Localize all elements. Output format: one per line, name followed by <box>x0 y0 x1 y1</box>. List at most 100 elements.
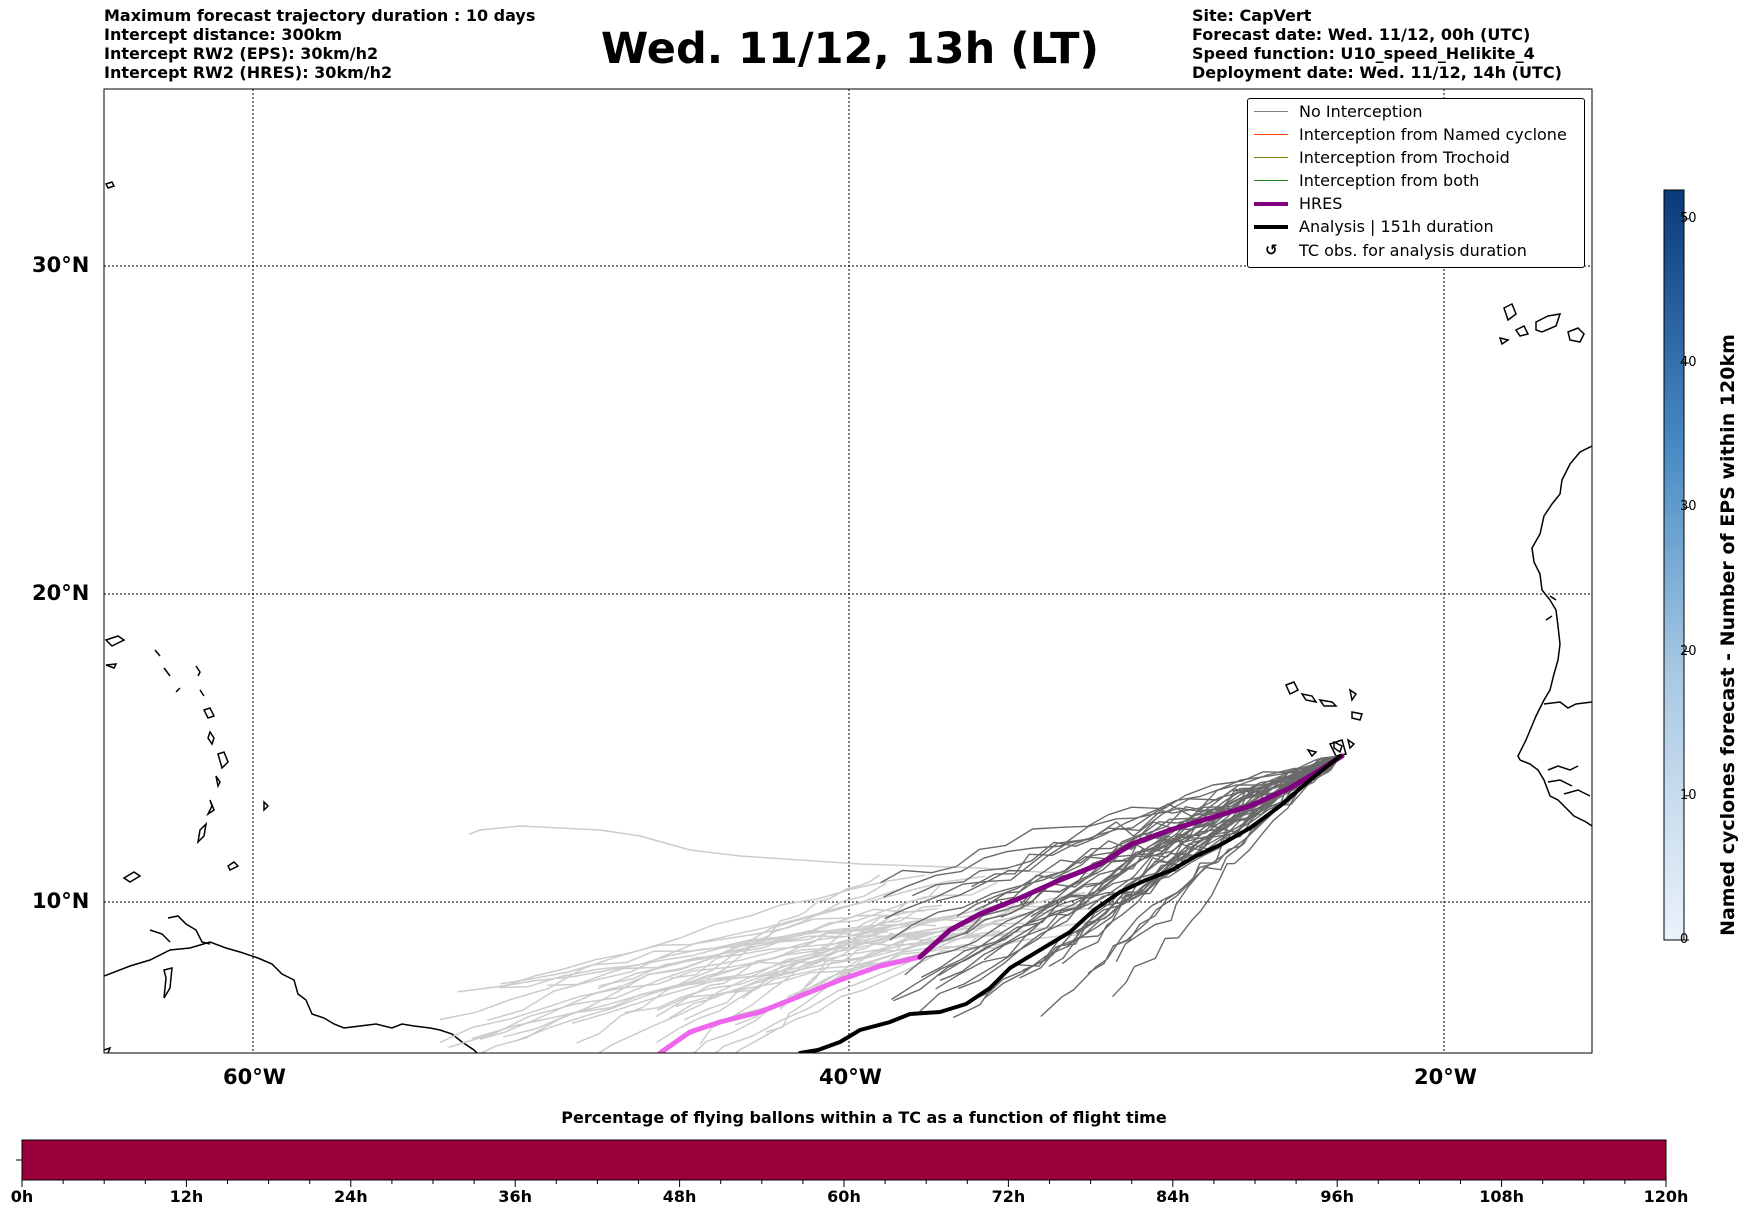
eps-trajectory-late <box>457 934 1013 993</box>
legend-label: Interception from both <box>1299 171 1480 190</box>
legend-item-no-interception: No Interception <box>1248 101 1584 123</box>
eps-trajectory <box>889 755 1341 941</box>
legend-item-tc-obs: ↺ TC obs. for analysis duration <box>1248 240 1584 262</box>
legend-label: No Interception <box>1299 102 1423 121</box>
coast-island <box>206 799 215 817</box>
coastlines <box>104 181 1592 1053</box>
eps-trajectory <box>884 755 1341 919</box>
colorbar-label: Named cyclones forecast - Number of EPS … <box>1717 334 1739 936</box>
tc-obs-icon: ↺ <box>1265 241 1278 259</box>
legend-swatch <box>1254 225 1288 229</box>
figure-title: Wed. 11/12, 13h (LT) <box>600 24 1100 74</box>
info-line: Speed function: U10_speed_Helikite_4 <box>1192 44 1535 63</box>
eps-trajectory <box>953 755 1341 1018</box>
eps-trajectory-late <box>707 874 881 980</box>
eps-trajectory <box>891 755 1341 1000</box>
lon-label-20w: 20°W <box>1414 1065 1477 1089</box>
legend-item-hres: HRES <box>1248 193 1584 215</box>
colorbar-tick-label: 0 <box>1680 932 1689 947</box>
eps-trajectory-late <box>779 931 889 1010</box>
coast-guinea <box>1547 765 1591 797</box>
coast-island <box>263 800 270 812</box>
time-bar-fill <box>21 1139 1667 1181</box>
time-bar-ticks <box>21 1180 1667 1187</box>
info-line: Forecast date: Wed. 11/12, 00h (UTC) <box>1192 25 1531 44</box>
eps-trajectory-late <box>547 914 960 986</box>
lat-label-30n: 30°N <box>32 253 90 277</box>
time-bar-tick-label: 60h <box>827 1187 861 1206</box>
colorbar-tick-label: 30 <box>1680 499 1697 515</box>
colorbar-tick-label: 40 <box>1680 355 1697 371</box>
eps-trajectory <box>883 755 1341 898</box>
forecast-parameters: Maximum forecast trajectory duration : 1… <box>104 6 535 82</box>
lon-label-40w: 40°W <box>819 1065 882 1089</box>
eps-trajectory-late <box>479 888 900 1053</box>
hres-track-early <box>657 954 923 1053</box>
eps-trajectory-late <box>487 875 986 1021</box>
time-bar-tick-label: 72h <box>991 1187 1026 1206</box>
coast-cape-verde <box>1351 711 1363 721</box>
coast-senegal <box>1543 701 1592 709</box>
eps-trajectory <box>917 755 1341 1014</box>
colorbar-gradient <box>1663 189 1685 941</box>
map-frame <box>103 88 1593 1054</box>
legend-item-analysis: Analysis | 151h duration <box>1248 216 1584 238</box>
info-line: Maximum forecast trajectory duration : 1… <box>104 6 536 25</box>
coast-island <box>196 821 208 845</box>
eps-trajectory <box>983 755 1341 960</box>
info-line: Intercept distance: 300km <box>104 25 343 44</box>
legend-item-named-cyclone: Interception from Named cyclone <box>1248 124 1584 146</box>
lat-label-20n: 20°N <box>32 581 90 605</box>
eps-trajectory-late <box>469 825 1101 875</box>
colorbar-tick-label: 50 <box>1680 210 1697 226</box>
eps-trajectory-late <box>699 884 941 1045</box>
gridlines <box>104 89 1592 1053</box>
eps-trajectory-late <box>675 940 1022 1007</box>
info-line: Deployment date: Wed. 11/12, 14h (UTC) <box>1192 63 1562 82</box>
coast-venezuela <box>149 915 211 945</box>
eps-trajectory <box>880 755 1341 884</box>
legend-swatch <box>1254 180 1288 181</box>
coast-island <box>105 663 118 669</box>
info-line: Intercept RW2 (EPS): 30km/h2 <box>104 44 379 63</box>
time-bar-tick-label: 84h <box>1155 1187 1190 1206</box>
time-bar <box>16 1139 1667 1187</box>
info-line: Site: CapVert <box>1192 6 1312 25</box>
coast-cape-verde <box>1300 692 1318 704</box>
time-bar-tick-label: 96h <box>1320 1187 1355 1206</box>
eps-trajectory-late <box>439 930 946 1044</box>
coast-canary <box>1567 327 1585 343</box>
coast-canary <box>1498 336 1510 346</box>
hres-track <box>917 753 1345 960</box>
coast-canary <box>1503 302 1517 322</box>
eps-trajectory-late <box>734 931 1003 1053</box>
legend-label: TC obs. for analysis duration <box>1299 241 1527 260</box>
info-line: Intercept RW2 (HRES): 30km/h2 <box>104 63 393 82</box>
lon-label-60w: 60°W <box>223 1065 286 1089</box>
time-bar-tick-label: 0h <box>10 1187 34 1206</box>
time-bar-tick-label: 48h <box>662 1187 697 1206</box>
time-bar-tick-label: 108h <box>1479 1187 1524 1206</box>
legend-label: Analysis | 151h duration <box>1299 217 1494 236</box>
coast-island <box>163 967 173 999</box>
coast-island <box>104 635 126 647</box>
coast-cape-verde <box>1333 740 1343 754</box>
legend-item-both: Interception from both <box>1248 170 1584 192</box>
legend-swatch <box>1254 134 1288 135</box>
coast-island <box>227 861 240 872</box>
coast-island <box>195 665 205 697</box>
coast-island <box>104 181 116 189</box>
coast-island <box>215 775 221 789</box>
coast-canary <box>1514 324 1530 337</box>
analysis-track <box>798 754 1342 1053</box>
legend-label: HRES <box>1299 194 1343 213</box>
legend-label: Interception from Named cyclone <box>1299 125 1567 144</box>
colorbar <box>1663 189 1689 941</box>
coast-islet <box>1545 595 1557 621</box>
coast-south-america <box>104 941 479 1053</box>
coast-guinea <box>1519 759 1592 827</box>
time-bar-tick-label: 36h <box>498 1187 533 1206</box>
eps-trajectory <box>912 755 1341 897</box>
coast-cape-verde <box>1284 681 1300 696</box>
